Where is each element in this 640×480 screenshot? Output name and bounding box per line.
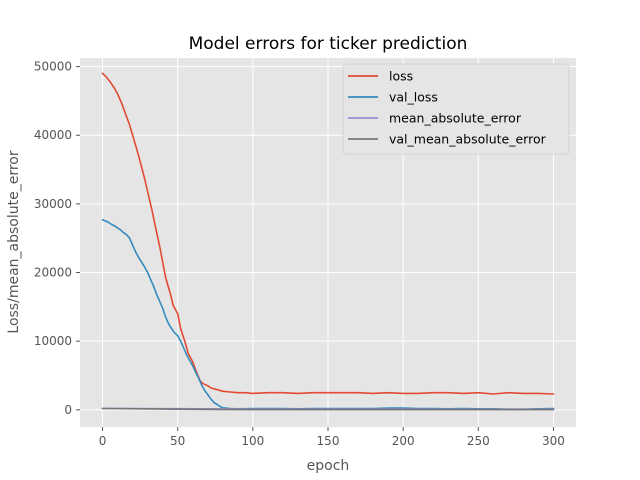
- x-tick-label: 300: [542, 434, 565, 448]
- series-line-val-mean-absolute-error: [101, 407, 555, 411]
- legend-label: val_loss: [389, 90, 438, 105]
- x-ticks: 0 50 100 150 200 250 300: [99, 427, 565, 448]
- legend-box: [342, 63, 570, 155]
- x-tick-label: 100: [241, 434, 264, 448]
- legend-label: mean_absolute_error: [389, 111, 522, 126]
- y-tick-label: 50000: [34, 60, 72, 74]
- y-tick-label: 30000: [34, 197, 72, 211]
- legend-label: val_mean_absolute_error: [389, 132, 547, 147]
- chart-title: Model errors for ticker prediction: [189, 34, 468, 54]
- y-ticks: 0 10000 20000 30000 40000 50000: [34, 60, 80, 417]
- y-tick-label: 40000: [34, 128, 72, 142]
- x-axis-label: epoch: [307, 458, 350, 474]
- y-tick-label: 20000: [34, 266, 72, 280]
- y-axis-label: Loss/mean_absolute_error: [6, 150, 22, 333]
- series-line-val-loss: [101, 218, 555, 411]
- y-tick-label: 10000: [34, 334, 72, 348]
- x-tick-label: 0: [99, 434, 107, 448]
- x-tick-label: 150: [317, 434, 340, 448]
- series-lines: [101, 72, 555, 411]
- y-tick-label: 0: [64, 403, 72, 417]
- legend: loss val_loss mean_absolute_error val_mean_…: [342, 63, 570, 155]
- legend-label: loss: [389, 69, 413, 84]
- x-tick-label: 200: [392, 434, 415, 448]
- x-tick-label: 50: [170, 434, 185, 448]
- x-tick-label: 250: [467, 434, 490, 448]
- legend-items: loss val_loss mean_absolute_error val_mean_…: [348, 69, 547, 147]
- series-line-loss: [101, 72, 555, 395]
